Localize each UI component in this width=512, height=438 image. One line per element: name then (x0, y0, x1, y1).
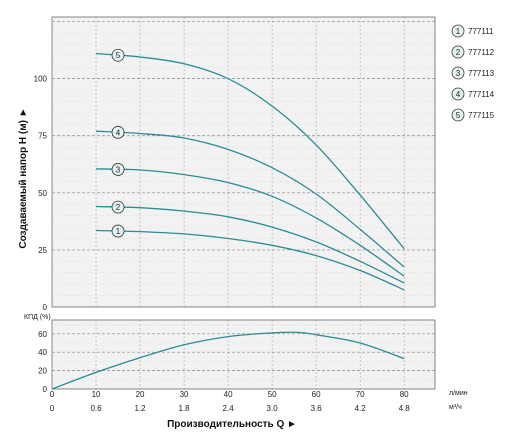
x-tick-label-lmin: 50 (268, 390, 277, 399)
x-tick-label-m3h: 0.6 (90, 404, 102, 413)
legend-entry: 2 777112 (451, 45, 495, 59)
head-y-tick-label: 75 (38, 132, 47, 141)
legend-label: 777114 (468, 90, 495, 99)
x-tick-label-lmin: 10 (92, 390, 101, 399)
head-y-tick-label: 50 (38, 189, 47, 198)
chart-legend: 1 777111 2 777112 3 777113 4 777114 5 777115 (451, 24, 495, 122)
head-plot-area (51, 16, 436, 308)
legend-entry: 4 777114 (451, 87, 495, 101)
x-tick-label-lmin: 40 (224, 390, 233, 399)
x-tick-label-lmin: 80 (400, 390, 409, 399)
svg-text:4: 4 (116, 128, 121, 137)
efficiency-y-tick-label: 60 (38, 330, 47, 339)
svg-text:1: 1 (116, 227, 121, 236)
head-curve (95, 229, 405, 291)
x-tick-label-m3h: 3.6 (311, 404, 323, 413)
x-tick-label-m3h: 2.4 (223, 404, 235, 413)
head-y-tick-label: 25 (38, 246, 47, 255)
head-curve-marker: 4 (111, 125, 125, 139)
svg-text:5: 5 (116, 51, 121, 60)
legend-marker (451, 45, 465, 59)
legend-marker-number: 2 (456, 48, 461, 57)
head-axis-title: Создаваемый напор Н (м) ► (18, 107, 29, 248)
legend-marker-number: 4 (456, 90, 461, 99)
x-unit-lmin: л/мин (449, 390, 468, 397)
x-tick-label-m3h: 1.2 (134, 404, 146, 413)
x-tick-label-lmin: 70 (356, 390, 365, 399)
legend-entry: 1 777111 (451, 24, 494, 38)
x-tick-label-m3h: 3.0 (267, 404, 279, 413)
svg-text:2: 2 (116, 203, 121, 212)
head-curve (95, 52, 405, 250)
head-y-tick-label: 100 (34, 75, 48, 84)
x-tick-label-m3h: 4.2 (355, 404, 367, 413)
x-tick-label-m3h: 1.8 (179, 404, 191, 413)
flow-axis-title: Производительность Q ► (167, 419, 297, 430)
head-chart: 0 25 50 75 100 1 2 3 4 5 (34, 16, 436, 312)
legend-label: 777112 (468, 48, 495, 57)
x-tick-label-lmin: 20 (136, 390, 145, 399)
legend-marker-number: 5 (456, 111, 461, 120)
head-curve (95, 168, 405, 277)
efficiency-plot-area (51, 319, 436, 390)
head-curve-marker: 5 (111, 48, 125, 62)
legend-label: 777115 (468, 111, 495, 120)
legend-marker (451, 87, 465, 101)
legend-marker-number: 1 (456, 27, 461, 36)
head-curve-marker: 3 (111, 163, 125, 176)
efficiency-chart: 020406000100.6201.2301.8402.4503.0603.67… (38, 319, 436, 413)
efficiency-y-tick-label: 40 (38, 348, 47, 357)
head-curve (95, 130, 405, 268)
efficiency-axis-title: КПД (%) (24, 314, 51, 321)
x-tick-label-m3h: 4.8 (399, 404, 411, 413)
head-curve-marker: 2 (111, 200, 125, 214)
legend-marker-number: 3 (456, 69, 461, 78)
legend-entry: 5 777115 (451, 108, 495, 122)
efficiency-curve (51, 331, 405, 390)
x-unit-m3h: м³/ч (449, 404, 462, 411)
legend-marker (451, 24, 465, 38)
legend-marker (451, 108, 465, 122)
legend-marker (451, 66, 465, 80)
legend-entry: 3 777113 (451, 66, 495, 80)
head-y-tick-label: 0 (43, 303, 48, 312)
efficiency-y-tick-label: 20 (38, 367, 47, 376)
x-tick-label-m3h: 0 (50, 404, 55, 413)
head-curve (95, 205, 405, 284)
efficiency-y-tick-label: 0 (43, 385, 48, 394)
legend-label: 777111 (468, 27, 494, 36)
head-curve-marker: 1 (111, 224, 125, 238)
x-tick-label-lmin: 0 (50, 390, 55, 399)
legend-label: 777113 (468, 69, 495, 78)
svg-text:3: 3 (116, 165, 121, 174)
x-tick-label-lmin: 60 (312, 390, 321, 399)
x-tick-label-lmin: 30 (180, 390, 189, 399)
